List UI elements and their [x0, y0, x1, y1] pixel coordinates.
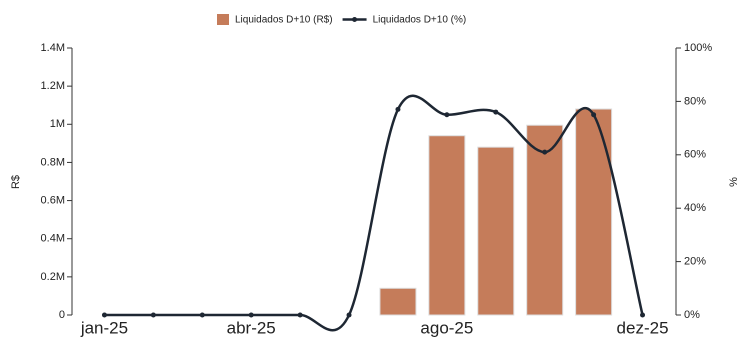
x-tick-label: ago-25 — [420, 318, 473, 337]
line-point — [199, 312, 205, 318]
line-point — [444, 112, 450, 118]
y2-tick-label: 0% — [684, 309, 700, 321]
y2-tick-label: 20% — [684, 256, 706, 268]
y-tick-label: 1.4M — [41, 42, 65, 54]
line-point — [150, 312, 156, 318]
line-point — [493, 109, 499, 115]
bar — [477, 146, 515, 316]
bar — [575, 108, 613, 316]
legend-label: Liquidados D+10 (%) — [373, 15, 467, 26]
x-tick-label: abr-25 — [227, 318, 276, 337]
y-tick-label: 0 — [59, 309, 65, 321]
y2-tick-label: 100% — [684, 42, 712, 54]
line-point — [346, 312, 352, 318]
y-tick-label: 0.4M — [41, 233, 65, 245]
y2-tick-label: 60% — [684, 149, 706, 161]
y2-tick-label: 40% — [684, 202, 706, 214]
y-tick-label: 1M — [50, 118, 65, 130]
x-tick-label: dez-25 — [617, 318, 669, 337]
line-point — [297, 312, 303, 318]
bar — [428, 135, 466, 316]
line-point — [591, 112, 597, 118]
y-tick-label: 0.6M — [41, 194, 65, 206]
line-point — [395, 106, 401, 112]
y-tick-label: 0.8M — [41, 156, 65, 168]
line-point — [640, 312, 646, 318]
legend-swatch — [352, 17, 358, 22]
y2-axis-label: % — [728, 177, 740, 187]
bar — [379, 287, 417, 316]
y-tick-label: 1.2M — [41, 80, 65, 92]
bar — [526, 124, 564, 316]
line — [104, 94, 644, 332]
x-tick-label: jan-25 — [80, 318, 128, 337]
line-point — [101, 312, 107, 318]
line-point — [248, 312, 254, 318]
line-point — [542, 149, 548, 155]
y2-tick-label: 80% — [684, 95, 706, 107]
y-axis-label: R$ — [10, 175, 22, 189]
y-tick-label: 0.2M — [41, 271, 65, 283]
legend-label: Liquidados D+10 (R$) — [235, 15, 333, 26]
legend-swatch — [217, 14, 229, 25]
